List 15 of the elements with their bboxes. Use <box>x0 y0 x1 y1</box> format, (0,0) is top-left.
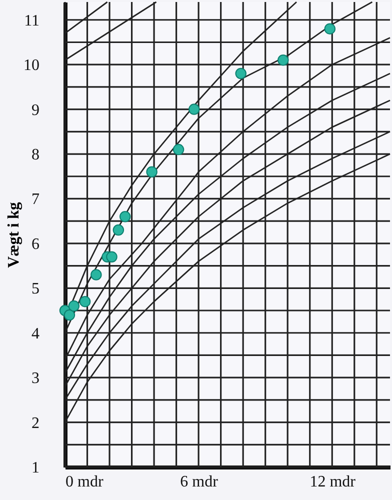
y-tick-label: 6 <box>32 236 40 253</box>
y-axis-title: Vægt i kg <box>6 202 22 268</box>
y-tick-label: 9 <box>32 102 40 119</box>
y-tick-label: 11 <box>24 12 40 30</box>
x-tick-label: 6 mdr <box>180 474 219 490</box>
y-tick-label: 8 <box>32 146 40 164</box>
y-tick-label: 1 <box>32 460 40 476</box>
y-tick-label: 7 <box>32 191 40 208</box>
y-tick-label: 4 <box>32 325 40 342</box>
x-tick-label: 12 mdr <box>310 474 356 490</box>
y-tick-label: 3 <box>32 370 40 388</box>
x-tick-label: 0 mdr <box>66 474 104 490</box>
y-tick-label: 2 <box>32 414 40 432</box>
y-tick-label: 5 <box>32 280 40 298</box>
y-tick-label: 10 <box>24 57 40 74</box>
